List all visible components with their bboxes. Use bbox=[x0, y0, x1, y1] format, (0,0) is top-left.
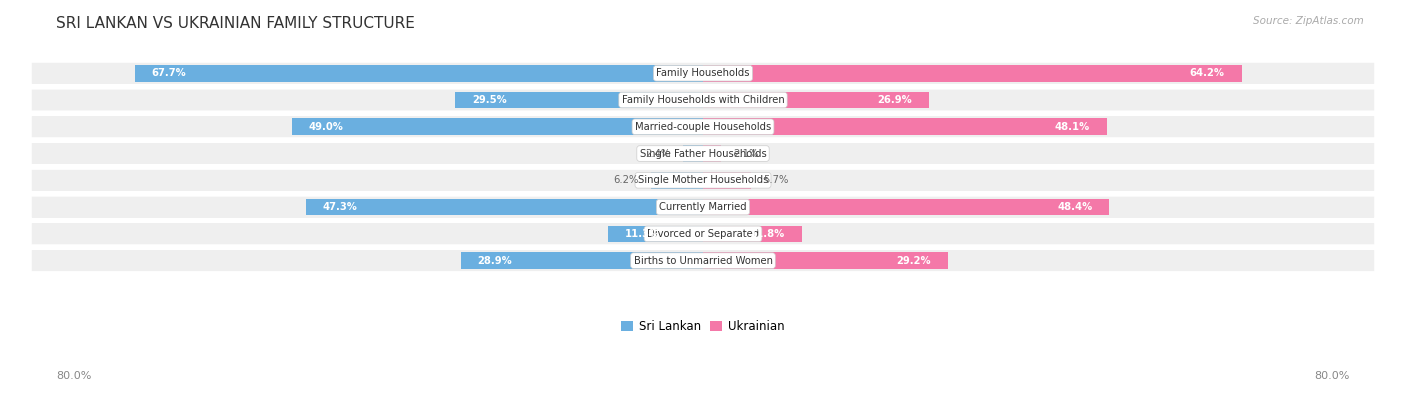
Bar bbox=[456, 92, 703, 108]
Text: Married-couple Households: Married-couple Households bbox=[636, 122, 770, 132]
FancyBboxPatch shape bbox=[32, 197, 1374, 218]
Bar bbox=[32, 197, 1374, 218]
FancyBboxPatch shape bbox=[32, 224, 1374, 244]
Text: 48.1%: 48.1% bbox=[1054, 122, 1090, 132]
Text: 2.4%: 2.4% bbox=[645, 149, 671, 158]
Bar bbox=[461, 252, 703, 269]
Bar bbox=[32, 224, 1374, 244]
Text: 6.2%: 6.2% bbox=[613, 175, 638, 185]
Bar bbox=[32, 143, 1374, 164]
Text: Single Father Households: Single Father Households bbox=[640, 149, 766, 158]
Bar bbox=[32, 170, 1374, 191]
Bar bbox=[651, 172, 703, 188]
Bar bbox=[703, 65, 1241, 81]
FancyBboxPatch shape bbox=[32, 117, 1374, 137]
Bar bbox=[703, 118, 1107, 135]
Bar bbox=[703, 199, 1109, 215]
Text: 64.2%: 64.2% bbox=[1189, 68, 1225, 78]
Text: 11.8%: 11.8% bbox=[749, 229, 785, 239]
Bar bbox=[32, 250, 1374, 271]
Text: Family Households: Family Households bbox=[657, 68, 749, 78]
Text: 11.3%: 11.3% bbox=[626, 229, 659, 239]
Bar bbox=[703, 252, 948, 269]
Text: 26.9%: 26.9% bbox=[877, 95, 912, 105]
FancyBboxPatch shape bbox=[32, 90, 1374, 111]
Text: 29.5%: 29.5% bbox=[472, 95, 508, 105]
FancyBboxPatch shape bbox=[32, 143, 1374, 164]
Bar bbox=[703, 172, 751, 188]
Text: 47.3%: 47.3% bbox=[323, 202, 357, 212]
Bar bbox=[135, 65, 703, 81]
Legend: Sri Lankan, Ukrainian: Sri Lankan, Ukrainian bbox=[621, 320, 785, 333]
Bar bbox=[703, 145, 721, 162]
Text: Source: ZipAtlas.com: Source: ZipAtlas.com bbox=[1253, 16, 1364, 26]
Bar bbox=[307, 199, 703, 215]
Bar bbox=[292, 118, 703, 135]
Text: Births to Unmarried Women: Births to Unmarried Women bbox=[634, 256, 772, 265]
Text: Divorced or Separated: Divorced or Separated bbox=[647, 229, 759, 239]
FancyBboxPatch shape bbox=[32, 63, 1374, 84]
Text: 80.0%: 80.0% bbox=[1315, 371, 1350, 381]
Text: 5.7%: 5.7% bbox=[763, 175, 789, 185]
Text: 48.4%: 48.4% bbox=[1057, 202, 1092, 212]
Bar bbox=[703, 92, 929, 108]
Text: 49.0%: 49.0% bbox=[309, 122, 343, 132]
Text: 67.7%: 67.7% bbox=[152, 68, 187, 78]
Text: SRI LANKAN VS UKRAINIAN FAMILY STRUCTURE: SRI LANKAN VS UKRAINIAN FAMILY STRUCTURE bbox=[56, 16, 415, 31]
Text: Currently Married: Currently Married bbox=[659, 202, 747, 212]
Text: 80.0%: 80.0% bbox=[56, 371, 91, 381]
Bar bbox=[683, 145, 703, 162]
Text: Family Households with Children: Family Households with Children bbox=[621, 95, 785, 105]
Text: 29.2%: 29.2% bbox=[897, 256, 931, 265]
Bar bbox=[609, 226, 703, 242]
Bar bbox=[32, 117, 1374, 137]
Text: 2.1%: 2.1% bbox=[733, 149, 759, 158]
Text: Single Mother Households: Single Mother Households bbox=[638, 175, 768, 185]
Bar bbox=[703, 226, 801, 242]
FancyBboxPatch shape bbox=[32, 250, 1374, 271]
Bar bbox=[32, 63, 1374, 84]
FancyBboxPatch shape bbox=[32, 170, 1374, 191]
Bar bbox=[32, 90, 1374, 111]
Text: 28.9%: 28.9% bbox=[477, 256, 512, 265]
